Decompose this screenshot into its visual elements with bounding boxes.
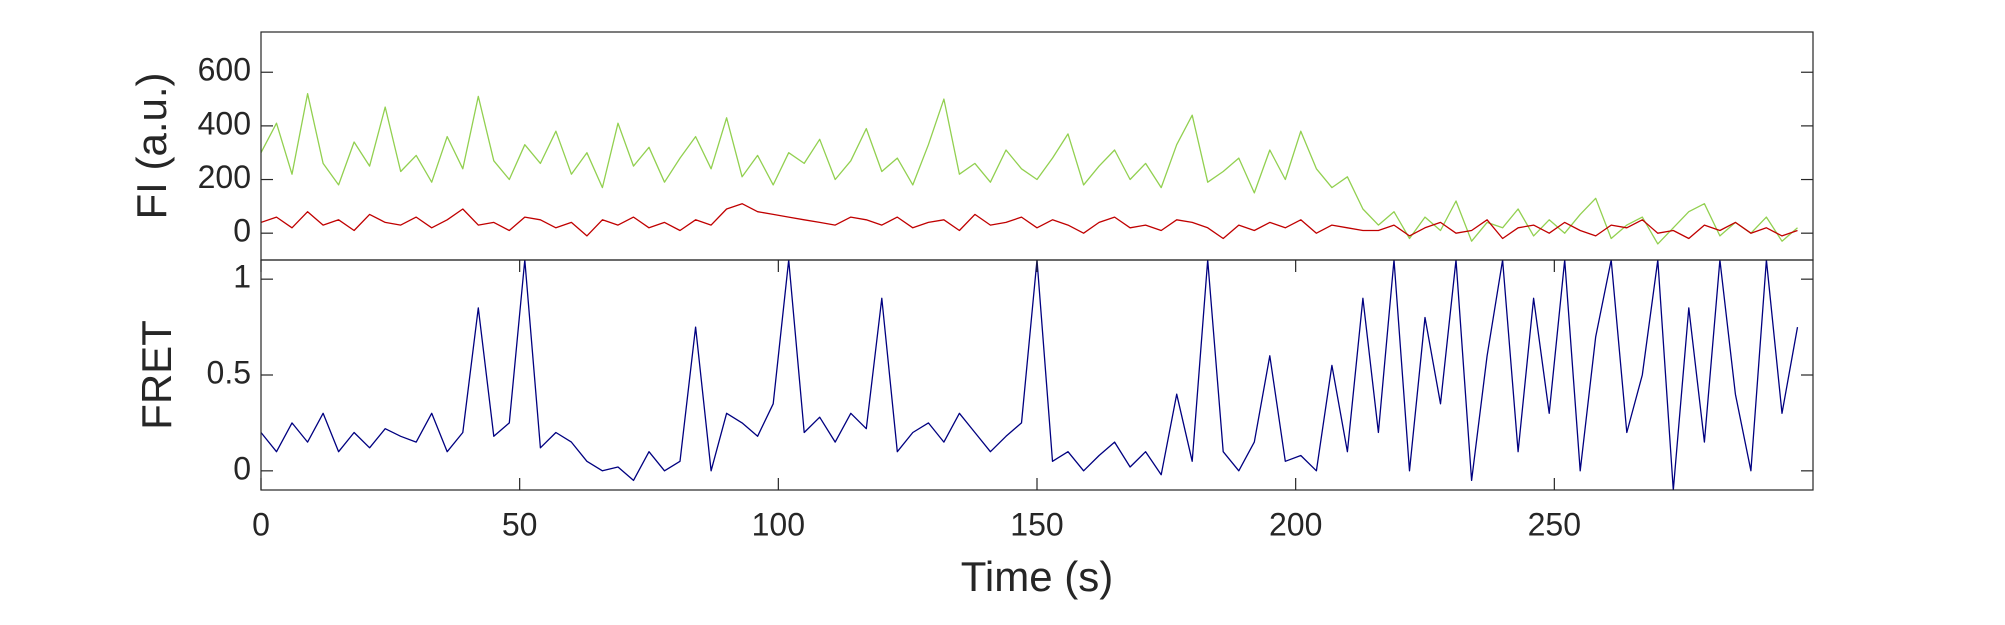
x-tick-label: 0 xyxy=(252,506,270,542)
y-axis-label: FRET xyxy=(133,320,180,430)
trace xyxy=(261,203,1798,240)
x-axis-label: Time (s) xyxy=(961,553,1113,600)
x-tick-label: 100 xyxy=(752,506,805,542)
trace xyxy=(261,93,1798,245)
y-tick-label: 0 xyxy=(233,450,251,486)
axes-box xyxy=(260,259,1814,491)
trace xyxy=(261,260,1799,490)
x-tick-label: 50 xyxy=(502,506,538,542)
y-tick-label: 1 xyxy=(233,259,251,295)
x-tick-label: 250 xyxy=(1528,506,1581,542)
x-tick-label: 200 xyxy=(1269,506,1322,542)
y-tick-label: 600 xyxy=(198,52,251,88)
y-tick-label: 0 xyxy=(233,213,251,249)
y-axis-label: FI (a.u.) xyxy=(128,72,175,219)
y-tick-label: 200 xyxy=(198,159,251,195)
y-tick-label: 400 xyxy=(198,105,251,141)
x-tick-label: 150 xyxy=(1010,506,1063,542)
y-tick-label: 0.5 xyxy=(207,354,251,390)
axes-box xyxy=(260,31,1814,261)
